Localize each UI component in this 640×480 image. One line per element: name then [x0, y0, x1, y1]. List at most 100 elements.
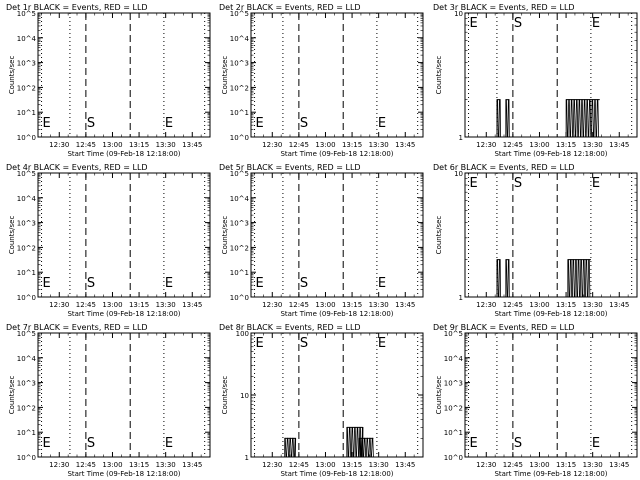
- x-tick-label: 12:30: [476, 461, 496, 469]
- y-tick-label: 10^2: [17, 84, 36, 92]
- y-tick-label: 10^1: [230, 109, 249, 117]
- y-tick-label: 10^5: [17, 10, 36, 18]
- x-tick-label: 12:30: [262, 461, 282, 469]
- y-tick-label: 10^2: [230, 244, 249, 252]
- panel-det-6: Det 6r BLACK = Events, RED = LLD 1 10 12:30…: [433, 163, 638, 318]
- start-marker-label: S: [300, 336, 308, 351]
- y-tick-label: 10^0: [17, 294, 36, 302]
- x-tick-label: 13:30: [156, 461, 176, 469]
- x-tick-label: 13:00: [102, 301, 122, 309]
- x-tick-label: 12:30: [476, 301, 496, 309]
- plot-frame: [464, 172, 638, 298]
- end-marker-label: E: [43, 276, 51, 291]
- panel-title: Det 5r BLACK = Events, RED = LLD: [219, 163, 361, 172]
- y-axis-label: Counts/sec: [8, 216, 16, 255]
- end-marker-label: E: [470, 176, 478, 191]
- x-tick-label: 12:30: [476, 141, 496, 149]
- plot-frame: [464, 12, 638, 138]
- x-tick-label: 13:45: [395, 141, 415, 149]
- panel-det-5: Det 5r BLACK = Events, RED = LLD 10^0 10^1…: [219, 163, 424, 318]
- x-tick-label: 12:45: [503, 141, 523, 149]
- start-marker-label: S: [300, 276, 308, 291]
- y-tick-label: 1: [459, 294, 463, 302]
- end-marker-label: E: [378, 336, 386, 351]
- panel-title: Det 7r BLACK = Events, RED = LLD: [6, 323, 148, 332]
- x-tick-label: 12:30: [262, 141, 282, 149]
- y-tick-label: 10^3: [230, 220, 249, 228]
- x-tick-label: 13:00: [315, 301, 335, 309]
- y-tick-label: 10^5: [17, 170, 36, 178]
- y-tick-label: 10^2: [17, 404, 36, 412]
- y-tick-label: 10^1: [444, 429, 463, 437]
- plot-frame: [37, 172, 211, 298]
- plot-frame: [250, 12, 424, 138]
- y-tick-label: 10^5: [230, 170, 249, 178]
- x-tick-label: 12:30: [49, 141, 69, 149]
- y-axis-label: Counts/sec: [221, 216, 229, 255]
- start-marker-label: S: [87, 276, 95, 291]
- series-trace-0-1: [505, 99, 510, 138]
- x-tick-label: 13:00: [102, 141, 122, 149]
- y-tick-label: 10^4: [17, 195, 37, 203]
- x-tick-label: 13:30: [583, 141, 603, 149]
- x-axis-label: Start Time (09-Feb-18 12:18:00): [67, 470, 180, 478]
- y-axis-label: Counts/sec: [221, 56, 229, 95]
- end-marker-label: E: [592, 436, 600, 451]
- x-axis-label: Start Time (09-Feb-18 12:18:00): [280, 150, 393, 158]
- y-tick-label: 10^3: [17, 220, 36, 228]
- panel-title: Det 8r BLACK = Events, RED = LLD: [219, 323, 361, 332]
- plot-frame: [250, 332, 424, 458]
- x-axis-label: Start Time (09-Feb-18 12:18:00): [280, 470, 393, 478]
- y-tick-label: 10^4: [230, 35, 250, 43]
- x-tick-label: 12:30: [49, 301, 69, 309]
- panel-det-3: Det 3r BLACK = Events, RED = LLD 1 10 12:30…: [433, 3, 638, 158]
- start-marker-label: S: [514, 16, 522, 31]
- plot-frame: [37, 12, 211, 138]
- plot-frame: [250, 172, 424, 298]
- y-tick-label: 10^0: [230, 294, 249, 302]
- x-tick-label: 13:30: [369, 461, 389, 469]
- start-marker-label: S: [87, 116, 95, 131]
- end-marker-label: E: [592, 176, 600, 191]
- x-axis-label: Start Time (09-Feb-18 12:18:00): [494, 310, 607, 318]
- x-tick-label: 13:30: [369, 301, 389, 309]
- panel-title: Det 2r BLACK = Events, RED = LLD: [219, 3, 361, 12]
- panel-det-4: Det 4r BLACK = Events, RED = LLD 10^0 10^1…: [6, 163, 211, 318]
- x-tick-label: 12:45: [76, 141, 96, 149]
- y-tick-label: 10^1: [17, 269, 36, 277]
- y-tick-label: 10^1: [17, 109, 36, 117]
- x-tick-label: 13:45: [182, 461, 202, 469]
- series-trace-0-2: [567, 259, 591, 298]
- y-tick-label: 10: [454, 170, 463, 178]
- y-tick-label: 10^3: [230, 60, 249, 68]
- series-trace-0-2: [565, 99, 600, 138]
- end-marker-label: E: [165, 276, 173, 291]
- series-trace-0-1: [505, 259, 510, 298]
- x-tick-label: 12:45: [76, 461, 96, 469]
- y-tick-label: 10^2: [444, 404, 463, 412]
- x-tick-label: 13:00: [315, 141, 335, 149]
- x-tick-label: 12:45: [503, 461, 523, 469]
- panel-det-1: Det 1r BLACK = Events, RED = LLD 10^0 10^1…: [6, 3, 211, 158]
- x-tick-label: 13:45: [182, 301, 202, 309]
- start-marker-label: S: [87, 436, 95, 451]
- y-tick-label: 10^4: [444, 355, 464, 363]
- x-tick-label: 13:45: [609, 461, 629, 469]
- end-marker-label: E: [256, 276, 264, 291]
- y-tick-label: 10^0: [444, 454, 463, 462]
- y-tick-label: 10^0: [17, 454, 36, 462]
- x-tick-label: 13:15: [342, 301, 362, 309]
- y-tick-label: 10^2: [17, 244, 36, 252]
- x-tick-label: 13:30: [583, 301, 603, 309]
- x-tick-label: 13:00: [529, 141, 549, 149]
- y-tick-label: 10: [240, 392, 249, 400]
- start-marker-label: S: [300, 116, 308, 131]
- x-tick-label: 13:45: [182, 141, 202, 149]
- y-tick-label: 10^4: [230, 195, 250, 203]
- end-marker-label: E: [470, 16, 478, 31]
- end-marker-label: E: [165, 116, 173, 131]
- x-axis-label: Start Time (09-Feb-18 12:18:00): [494, 150, 607, 158]
- series-trace-0-0: [496, 99, 501, 138]
- x-tick-label: 12:45: [289, 461, 309, 469]
- y-axis-label: Counts/sec: [435, 376, 443, 415]
